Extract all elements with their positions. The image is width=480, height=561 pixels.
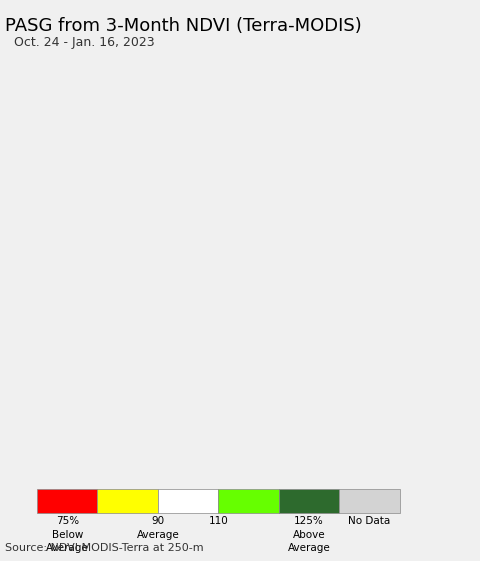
Text: 110: 110 <box>208 516 228 526</box>
Text: Oct. 24 - Jan. 16, 2023: Oct. 24 - Jan. 16, 2023 <box>14 36 155 49</box>
Text: 125%: 125% <box>294 516 324 526</box>
Text: Average: Average <box>288 543 331 553</box>
Text: No Data: No Data <box>348 516 391 526</box>
FancyBboxPatch shape <box>97 489 158 513</box>
Text: 75%: 75% <box>56 516 79 526</box>
Text: Below: Below <box>51 530 83 540</box>
Text: Source: NDVI MODIS-Terra at 250-m: Source: NDVI MODIS-Terra at 250-m <box>5 542 204 553</box>
FancyBboxPatch shape <box>37 489 97 513</box>
Text: Average: Average <box>46 543 89 553</box>
FancyBboxPatch shape <box>158 489 218 513</box>
FancyBboxPatch shape <box>218 489 279 513</box>
Text: PASG from 3-Month NDVI (Terra-MODIS): PASG from 3-Month NDVI (Terra-MODIS) <box>5 17 361 35</box>
FancyBboxPatch shape <box>339 489 400 513</box>
FancyBboxPatch shape <box>279 489 339 513</box>
Text: 90: 90 <box>151 516 165 526</box>
Text: Above: Above <box>293 530 325 540</box>
Text: Average: Average <box>136 530 180 540</box>
